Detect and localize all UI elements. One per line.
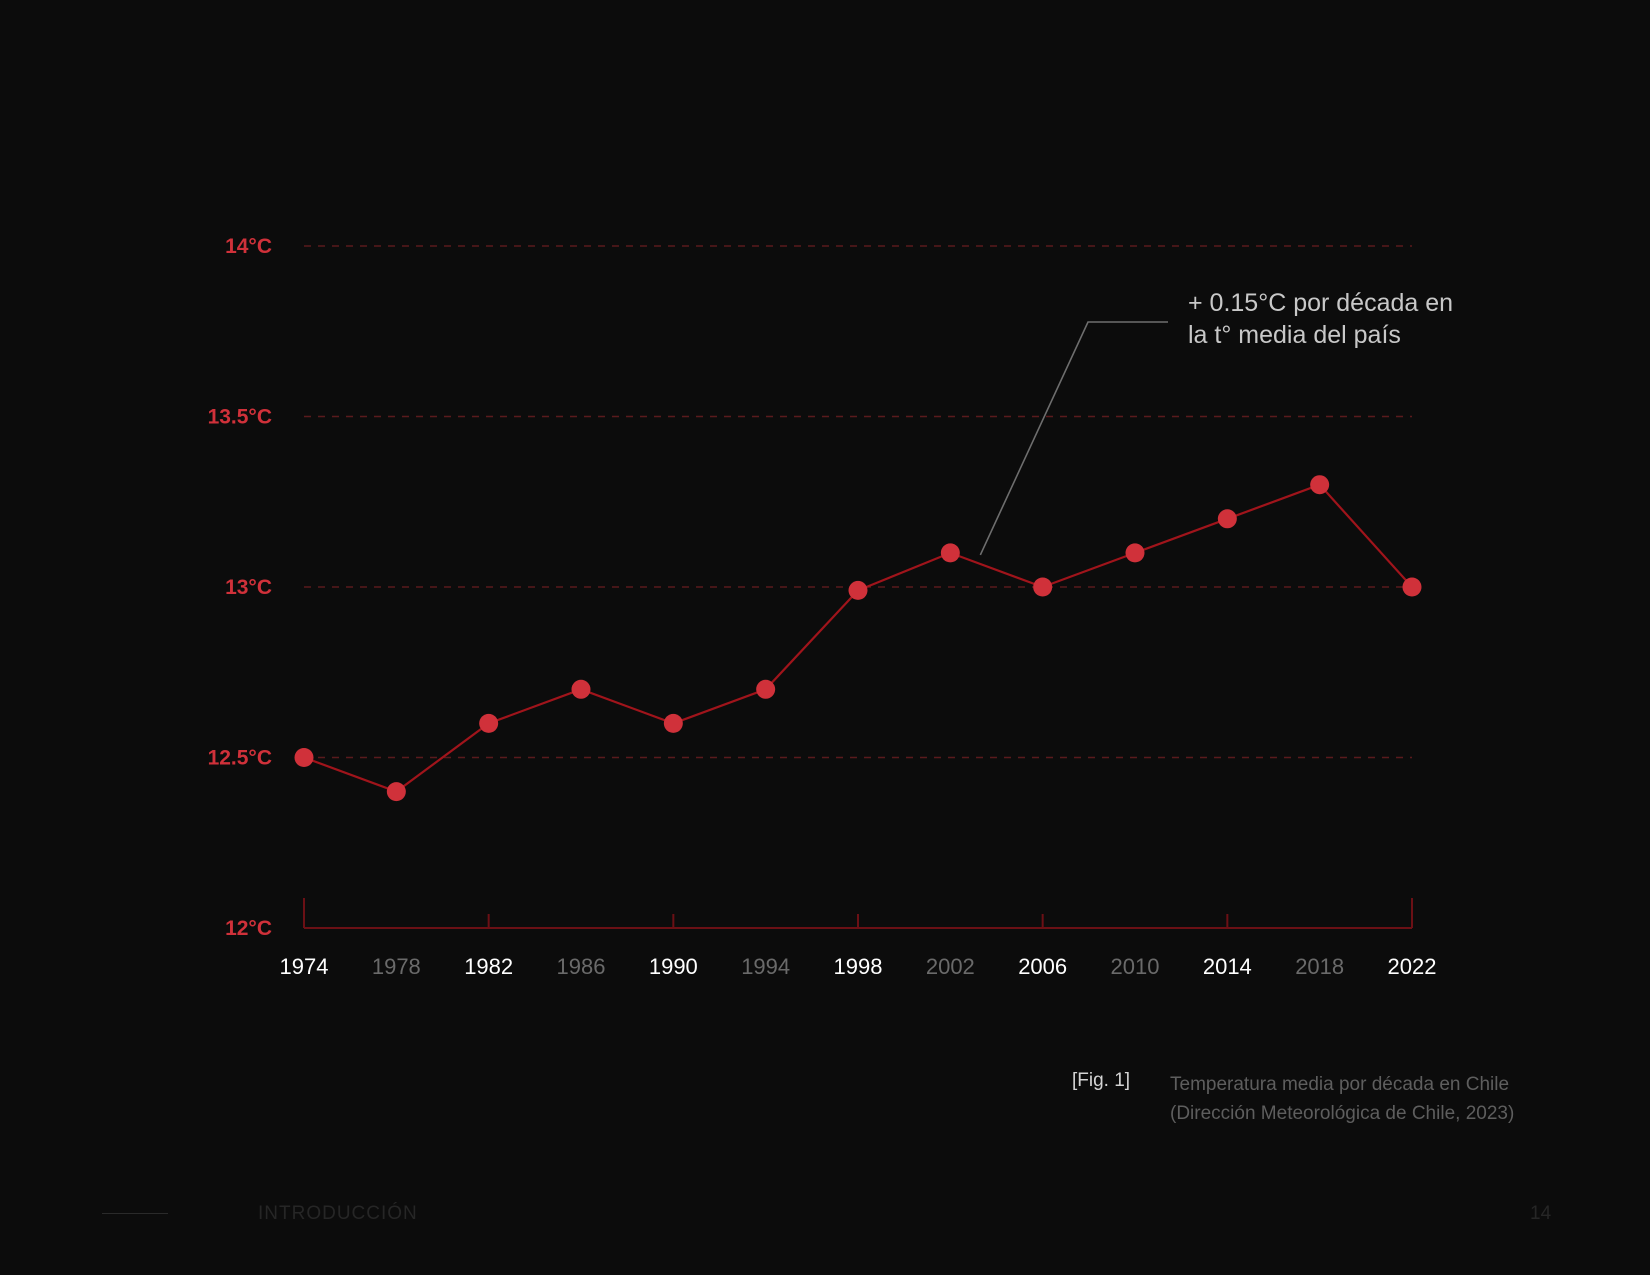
x-tick-label: 1994 (741, 954, 790, 979)
x-tick-labels: 1974 1978 1982 1986 1990 1994 1998 2002 2006 2010… (280, 954, 1437, 979)
figure-label: [Fig. 1] (1072, 1070, 1131, 1091)
x-tick-label: 1974 (280, 954, 329, 979)
y-tick-label: 13.5°C (208, 406, 272, 429)
data-point (479, 713, 499, 733)
x-tick-label: 2014 (1203, 954, 1252, 979)
x-tick-label: 1986 (557, 954, 606, 979)
data-point (1033, 577, 1053, 597)
annotation-text-line: la t° media del país (1188, 321, 1401, 349)
data-point (663, 713, 683, 733)
data-point (1125, 543, 1145, 563)
figure-caption: [Fig. 1] Temperatura media por década en… (1072, 1070, 1514, 1128)
y-tick-label: 12°C (225, 917, 272, 940)
annotation: + 0.15°C por década en la t° media del pa… (979, 289, 1453, 556)
data-point (756, 679, 776, 699)
data-point (571, 679, 591, 699)
data-point (294, 748, 314, 767)
annotation-text-line: + 0.15°C por década en (1188, 289, 1453, 317)
footer-page-number: 14 (1530, 1203, 1552, 1224)
data-point (1310, 475, 1330, 495)
caption-line-1: Temperatura media por década en Chile (1170, 1074, 1510, 1095)
series-line (303, 483, 1413, 793)
footer-rule (102, 1213, 168, 1214)
y-tick-label: 13°C (225, 576, 272, 599)
data-point (940, 543, 960, 563)
x-tick-label: 2010 (1111, 954, 1160, 979)
x-tick-label: 2022 (1388, 954, 1437, 979)
annotation-leader-line (979, 321, 1168, 556)
x-axis (303, 898, 1413, 929)
y-tick-label: 14°C (225, 235, 272, 258)
data-point (1402, 577, 1422, 597)
x-tick-label: 2006 (1018, 954, 1067, 979)
data-point (386, 782, 406, 802)
grid-lines (304, 245, 1412, 759)
footer-section-title: INTRODUCCIÓN (258, 1203, 418, 1224)
x-tick-label: 2002 (926, 954, 975, 979)
data-point (1217, 509, 1237, 529)
caption-line-2: (Dirección Meteorológica de Chile, 2023) (1170, 1103, 1515, 1124)
x-tick-label: 2018 (1295, 954, 1344, 979)
y-tick-labels: 12°C 12.5°C 13°C 13.5°C 14°C (208, 235, 272, 940)
x-tick-label: 1982 (464, 954, 513, 979)
caption-text: Temperatura media por década en Chile (D… (1170, 1070, 1514, 1128)
x-tick-label: 1978 (372, 954, 421, 979)
x-tick-label: 1990 (649, 954, 698, 979)
x-tick-label: 1998 (834, 954, 883, 979)
data-point (848, 580, 868, 600)
y-tick-label: 12.5°C (208, 747, 272, 770)
temperature-series (294, 475, 1422, 802)
